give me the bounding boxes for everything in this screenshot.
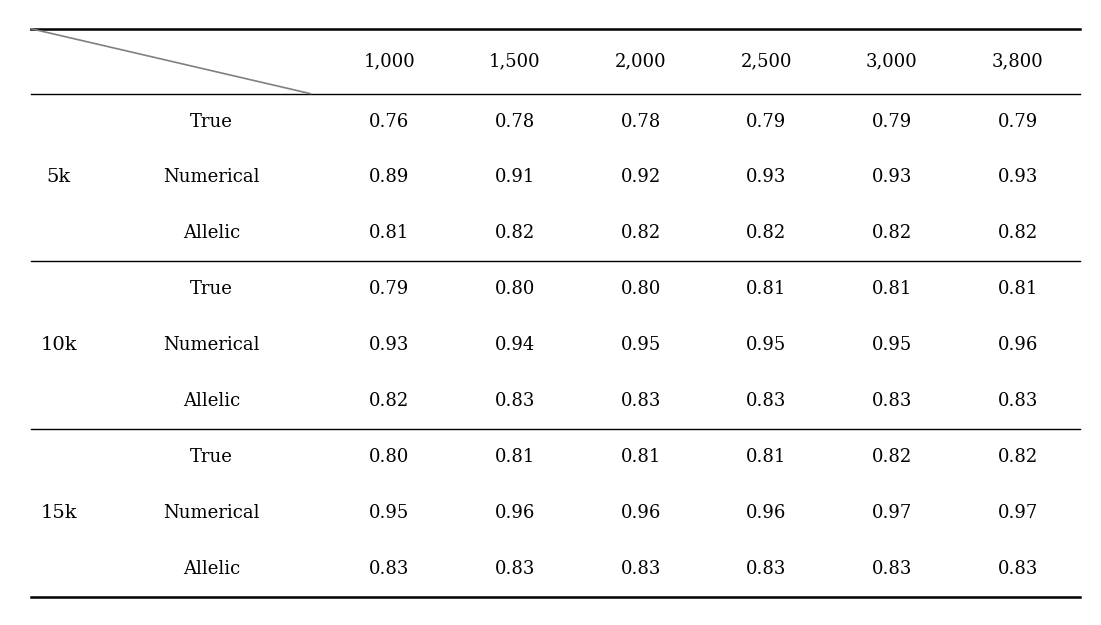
Text: 0.82: 0.82: [621, 224, 661, 243]
Text: 0.82: 0.82: [998, 448, 1038, 466]
Text: Numerical: Numerical: [164, 169, 260, 186]
Text: 0.96: 0.96: [998, 336, 1038, 354]
Text: 0.83: 0.83: [998, 560, 1038, 578]
Text: 0.81: 0.81: [494, 448, 535, 466]
Text: 0.95: 0.95: [621, 336, 661, 354]
Text: 0.78: 0.78: [494, 112, 535, 131]
Text: 1,500: 1,500: [489, 52, 541, 70]
Text: 0.82: 0.82: [872, 448, 912, 466]
Text: 0.80: 0.80: [621, 280, 661, 298]
Text: 0.79: 0.79: [369, 280, 410, 298]
Text: 0.83: 0.83: [872, 392, 912, 410]
Text: Numerical: Numerical: [164, 504, 260, 522]
Text: 0.79: 0.79: [872, 112, 912, 131]
Text: Numerical: Numerical: [164, 336, 260, 354]
Text: 0.93: 0.93: [746, 169, 786, 186]
Text: 0.93: 0.93: [872, 169, 912, 186]
Text: 0.95: 0.95: [369, 504, 410, 522]
Text: 0.83: 0.83: [998, 392, 1038, 410]
Text: 0.82: 0.82: [494, 224, 535, 243]
Text: 0.79: 0.79: [746, 112, 786, 131]
Text: 0.82: 0.82: [998, 224, 1038, 243]
Text: 0.81: 0.81: [621, 448, 661, 466]
Text: 0.83: 0.83: [746, 560, 786, 578]
Text: Allelic: Allelic: [183, 392, 240, 410]
Text: 0.82: 0.82: [369, 392, 410, 410]
Text: 0.89: 0.89: [369, 169, 410, 186]
Text: 0.83: 0.83: [621, 392, 661, 410]
Text: 2,000: 2,000: [614, 52, 666, 70]
Text: 0.97: 0.97: [998, 504, 1038, 522]
Text: 0.82: 0.82: [872, 224, 912, 243]
Text: 1,000: 1,000: [363, 52, 415, 70]
Text: 0.83: 0.83: [621, 560, 661, 578]
Text: Allelic: Allelic: [183, 224, 240, 243]
Text: 0.81: 0.81: [369, 224, 410, 243]
Text: 0.81: 0.81: [746, 280, 786, 298]
Text: 0.96: 0.96: [621, 504, 661, 522]
Text: 0.78: 0.78: [621, 112, 661, 131]
Text: 0.81: 0.81: [746, 448, 786, 466]
Text: True: True: [190, 448, 233, 466]
Text: 0.96: 0.96: [494, 504, 535, 522]
Text: 0.80: 0.80: [369, 448, 410, 466]
Text: 0.97: 0.97: [872, 504, 912, 522]
Text: 0.91: 0.91: [494, 169, 535, 186]
Text: 0.96: 0.96: [746, 504, 786, 522]
Text: 0.83: 0.83: [872, 560, 912, 578]
Text: True: True: [190, 280, 233, 298]
Text: 0.80: 0.80: [494, 280, 535, 298]
Text: 2,500: 2,500: [741, 52, 792, 70]
Text: 0.79: 0.79: [998, 112, 1038, 131]
Text: 3,000: 3,000: [866, 52, 918, 70]
Text: 5k: 5k: [46, 169, 70, 186]
Text: 0.83: 0.83: [369, 560, 410, 578]
Text: 0.95: 0.95: [872, 336, 912, 354]
Text: 0.76: 0.76: [369, 112, 410, 131]
Text: Allelic: Allelic: [183, 560, 240, 578]
Text: 0.93: 0.93: [998, 169, 1038, 186]
Text: 0.81: 0.81: [872, 280, 912, 298]
Text: 0.93: 0.93: [369, 336, 410, 354]
Text: 0.82: 0.82: [746, 224, 786, 243]
Text: 0.95: 0.95: [746, 336, 786, 354]
Text: 15k: 15k: [41, 504, 77, 522]
Text: 0.83: 0.83: [746, 392, 786, 410]
Text: 10k: 10k: [41, 336, 77, 354]
Text: True: True: [190, 112, 233, 131]
Text: 3,800: 3,800: [992, 52, 1044, 70]
Text: 0.83: 0.83: [494, 392, 535, 410]
Text: 0.94: 0.94: [494, 336, 535, 354]
Text: 0.81: 0.81: [998, 280, 1038, 298]
Text: 0.83: 0.83: [494, 560, 535, 578]
Text: 0.92: 0.92: [621, 169, 661, 186]
